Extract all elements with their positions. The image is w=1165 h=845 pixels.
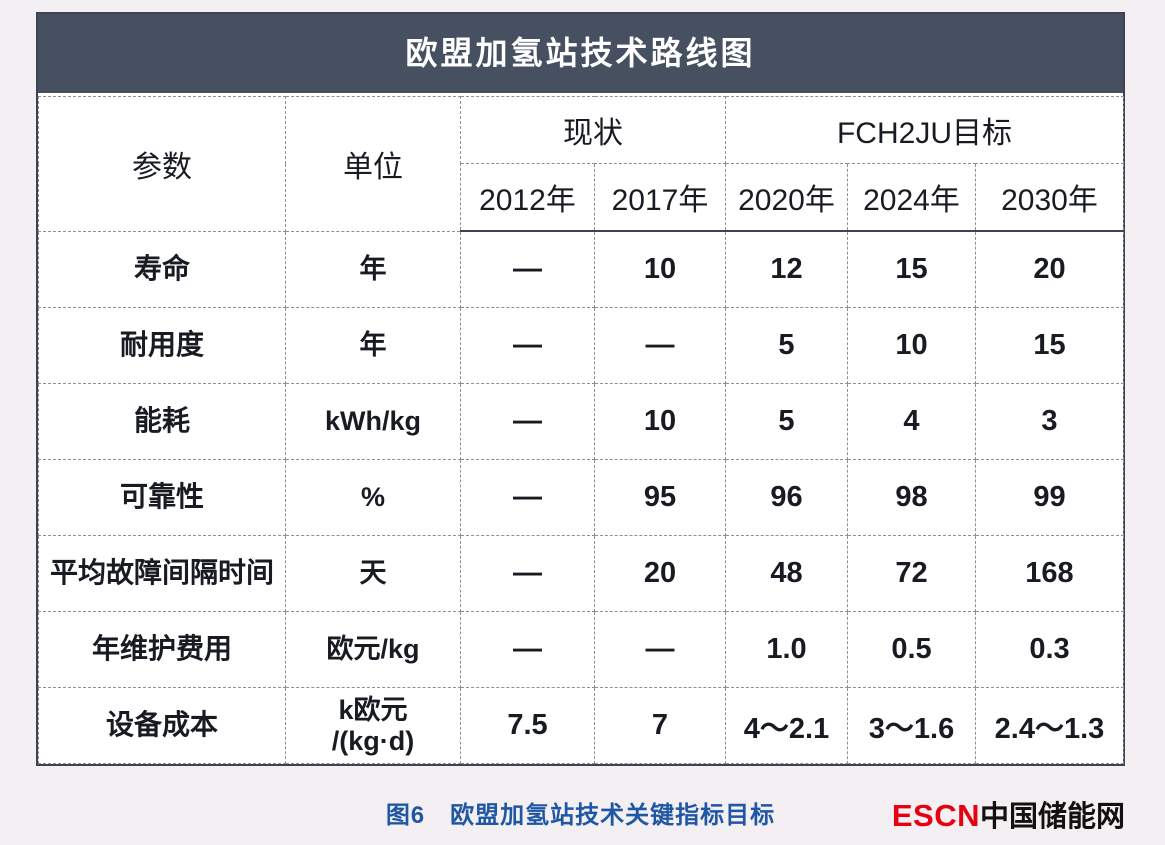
- value-cell: 3～1.6: [847, 687, 976, 764]
- param-cell: 平均故障间隔时间: [38, 535, 286, 612]
- header-fch2ju-target: FCH2JU目标: [725, 96, 1124, 164]
- table-row: 平均故障间隔时间 天 — 20 48 72 168: [38, 535, 1124, 612]
- unit-cell: 欧元/kg: [285, 611, 461, 688]
- value-cell: 4～2.1: [725, 687, 848, 764]
- value-cell: 99: [975, 459, 1124, 536]
- header-group-row: 参数 单位 现状 FCH2JU目标: [38, 96, 1124, 232]
- value-cell: 5: [725, 307, 848, 384]
- value-cell: 15: [975, 307, 1124, 384]
- header-year-2030: 2030年: [975, 163, 1124, 232]
- escn-logo: ESCN中国储能网: [892, 796, 1125, 842]
- escn-logo-text: ESCN: [891, 798, 980, 833]
- param-cell: 可靠性: [38, 459, 286, 536]
- table-body: 寿命 年 — 10 12 15 20 耐用度 年 — — 5 10 15: [38, 230, 1124, 764]
- table-row: 年维护费用 欧元/kg — — 1.0 0.5 0.3: [38, 611, 1124, 688]
- table-row: 可靠性 % — 95 96 98 99: [38, 459, 1124, 536]
- value-cell: 12: [725, 230, 848, 308]
- value-cell: 7: [594, 687, 726, 764]
- value-cell: —: [594, 611, 726, 688]
- param-cell: 设备成本: [38, 687, 286, 764]
- table-title-bar: 欧盟加氢站技术路线图: [38, 14, 1123, 96]
- value-cell: 5: [725, 383, 848, 460]
- value-cell: 168: [975, 535, 1124, 612]
- value-cell: —: [460, 535, 595, 612]
- value-cell: 95: [594, 459, 726, 536]
- table-row: 耐用度 年 — — 5 10 15: [38, 307, 1124, 384]
- value-cell: —: [460, 307, 595, 384]
- value-cell: 2.4～1.3: [975, 687, 1124, 764]
- unit-cell: 年: [285, 230, 461, 308]
- value-cell: —: [594, 307, 726, 384]
- value-cell: —: [460, 611, 595, 688]
- header-year-2012: 2012年: [460, 163, 595, 232]
- header-current-status: 现状: [460, 96, 726, 164]
- value-cell: 7.5: [460, 687, 595, 764]
- header-years-row: 2012年 2017年 2020年 2024年 2030年: [39, 163, 1124, 232]
- figure-caption: 图6 欧盟加氢站技术关键指标目标: [385, 802, 776, 829]
- value-cell: 96: [725, 459, 848, 536]
- header-year-2024: 2024年: [847, 163, 976, 232]
- value-cell: 20: [594, 535, 726, 612]
- value-cell: 4: [847, 383, 976, 460]
- value-cell: 0.3: [975, 611, 1124, 688]
- param-cell: 能耗: [38, 383, 286, 460]
- value-cell: 10: [594, 383, 726, 460]
- table-row: 设备成本 k欧元 /(kg·d) 7.5 7 4～2.1 3～1.6 2.4～1…: [38, 687, 1124, 764]
- figure-footer: 图6 欧盟加氢站技术关键指标目标 ESCN中国储能网: [36, 796, 1125, 836]
- unit-cell: 年: [285, 307, 461, 384]
- header-year-2020: 2020年: [725, 163, 848, 232]
- header-year-2017: 2017年: [594, 163, 726, 232]
- value-cell: 0.5: [847, 611, 976, 688]
- unit-cell: k欧元 /(kg·d): [285, 687, 461, 764]
- header-unit: 单位: [285, 96, 461, 232]
- param-cell: 耐用度: [38, 307, 286, 384]
- roadmap-table: 参数 单位 现状 FCH2JU目标 2012年 2017年 2020年 2024…: [38, 96, 1124, 764]
- value-cell: 3: [975, 383, 1124, 460]
- unit-cell: 天: [285, 535, 461, 612]
- value-cell: 72: [847, 535, 976, 612]
- value-cell: —: [460, 459, 595, 536]
- header-param: 参数: [38, 96, 286, 232]
- value-cell: 98: [847, 459, 976, 536]
- value-cell: 48: [725, 535, 848, 612]
- param-cell: 年维护费用: [38, 611, 286, 688]
- value-cell: —: [460, 230, 595, 308]
- value-cell: 15: [847, 230, 976, 308]
- table-header: 参数 单位 现状 FCH2JU目标 2012年 2017年 2020年 2024…: [38, 96, 1124, 232]
- param-cell: 寿命: [38, 230, 286, 308]
- value-cell: 1.0: [725, 611, 848, 688]
- escn-site-name: 中国储能网: [979, 801, 1125, 833]
- table-row: 寿命 年 — 10 12 15 20: [38, 230, 1124, 308]
- value-cell: —: [460, 383, 595, 460]
- unit-cell: %: [285, 459, 461, 536]
- value-cell: 10: [847, 307, 976, 384]
- value-cell: 10: [594, 230, 726, 308]
- roadmap-table-figure: 欧盟加氢站技术路线图 参数 单位 现状 FCH2JU目标 20 12: [36, 12, 1125, 766]
- table-row: 能耗 kWh/kg — 10 5 4 3: [38, 383, 1124, 460]
- value-cell: 20: [975, 230, 1124, 308]
- unit-cell: kWh/kg: [285, 383, 461, 460]
